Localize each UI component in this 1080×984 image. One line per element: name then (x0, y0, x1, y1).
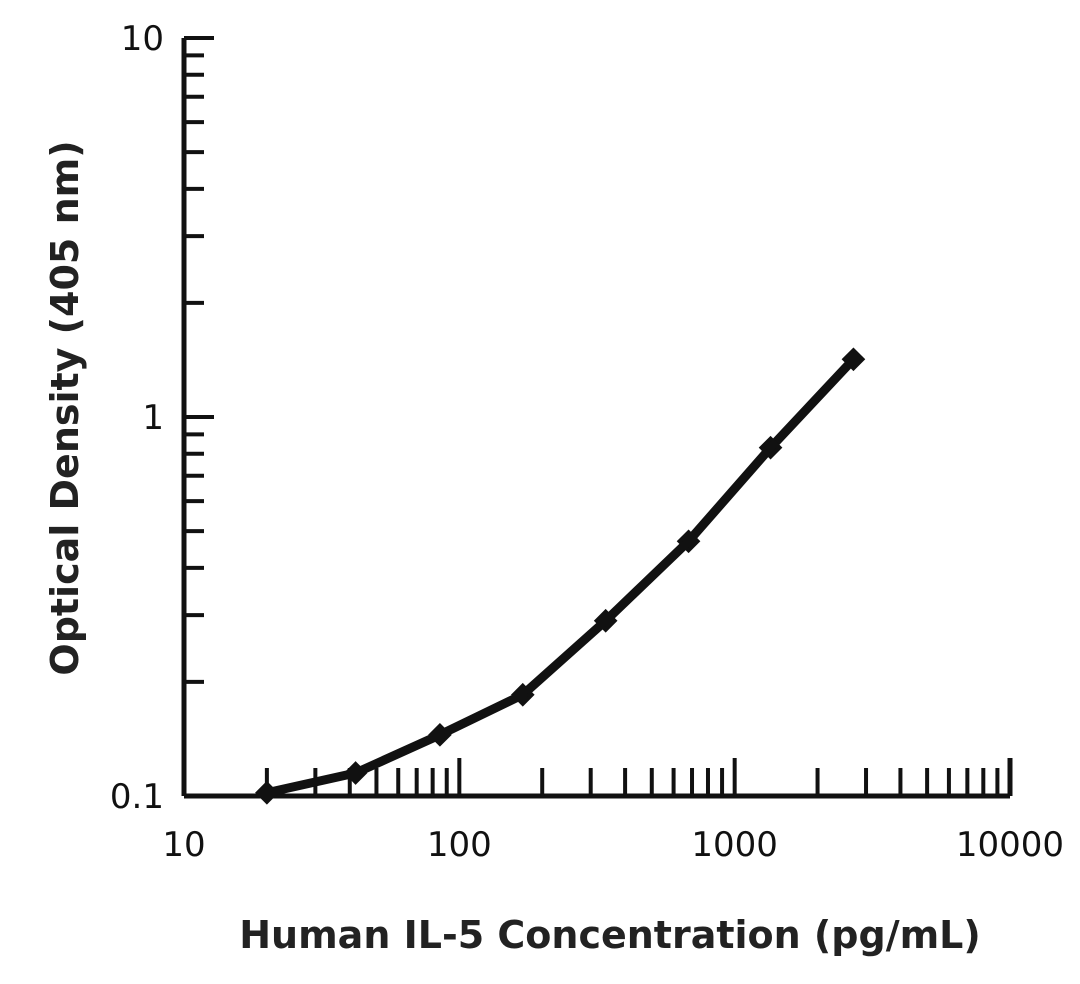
x-tick-label: 100 (427, 825, 492, 865)
y-tick-label: 0.1 (110, 777, 164, 817)
x-tick-label: 10000 (956, 825, 1064, 865)
data-point (255, 780, 279, 805)
y-axis-title: Optical Density (405 nm) (43, 140, 87, 675)
data-point (343, 761, 368, 785)
y-tick-label: 10 (121, 19, 164, 59)
data-point (428, 723, 452, 747)
y-tick-label: 1 (142, 398, 164, 438)
x-axis-title: Human IL-5 Concentration (pg/mL) (239, 913, 981, 957)
ticks: 0.1 1 10 10 100 1000 10000 (110, 19, 1064, 865)
series-line (262, 354, 858, 798)
data-point (510, 682, 535, 707)
series (255, 347, 866, 805)
data-point (758, 435, 783, 460)
axes (181, 38, 1013, 799)
data-point (841, 347, 866, 372)
data-point (676, 529, 701, 554)
x-tick-label: 10 (162, 825, 205, 865)
data-point (593, 608, 618, 633)
x-tick-label: 1000 (691, 825, 778, 865)
